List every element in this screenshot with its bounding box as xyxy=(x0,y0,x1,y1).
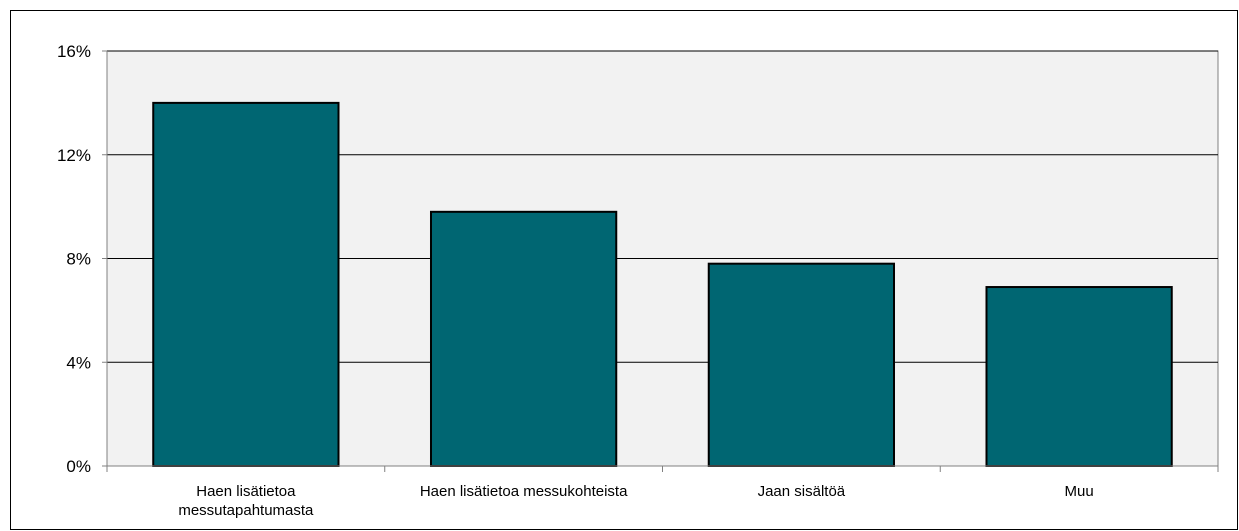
y-tick-label: 12% xyxy=(57,146,91,165)
x-tick-label: Haen lisätietoa messukohteista xyxy=(420,483,628,500)
x-tick-label-line: Haen lisätietoa messukohteista xyxy=(420,483,628,500)
x-tick-label: Muu xyxy=(1065,483,1094,500)
axes xyxy=(102,50,1219,472)
x-tick-label-line: Muu xyxy=(1065,483,1094,500)
bar xyxy=(707,262,896,467)
x-tick-label-line: Jaan sisältöä xyxy=(758,483,846,500)
x-tick-label: Jaan sisältöä xyxy=(758,483,846,500)
y-axis-tick-labels: 0% 4% 8% 12% 16% xyxy=(57,42,91,476)
bar xyxy=(985,286,1173,467)
y-tick-label: 8% xyxy=(66,250,91,269)
bar xyxy=(429,210,618,467)
y-tick-label: 16% xyxy=(57,42,91,61)
y-tick-label: 4% xyxy=(66,353,91,372)
x-tick-label-line: Haen lisätietoa xyxy=(196,483,296,500)
x-tick-label: Haen lisätietoa messutapahtumasta xyxy=(178,483,314,519)
bar xyxy=(152,101,340,467)
bars xyxy=(152,101,1173,467)
x-tick-label-line: messutapahtumasta xyxy=(178,502,314,519)
y-tick-label: 0% xyxy=(66,457,91,476)
